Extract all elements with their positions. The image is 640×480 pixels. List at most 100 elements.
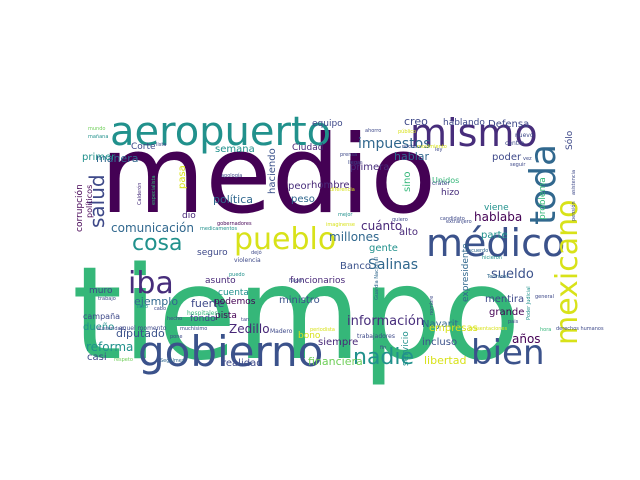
word-médico: médico	[426, 221, 565, 265]
word-política: política	[213, 193, 253, 206]
word-especialista: especialista	[151, 175, 157, 205]
word-acuerdo: acuerdo	[468, 248, 488, 254]
word-podemos: podemos	[214, 297, 256, 307]
word-millones: millones	[329, 230, 379, 244]
word-tan: tan	[241, 317, 249, 323]
word-peso: peso	[291, 194, 315, 205]
word-pais: pais	[508, 319, 519, 325]
word-salinas: Salinas	[368, 257, 418, 273]
word-bien: bien	[471, 333, 545, 373]
word-mundo: mundo	[88, 126, 105, 132]
word-peor: peor	[288, 181, 312, 192]
word-lista: lista	[156, 142, 166, 148]
word-diputado: diputado	[116, 327, 165, 340]
word-corte: Corte	[131, 142, 156, 152]
word-grande: grande	[489, 307, 524, 318]
word-equipo: equipo	[312, 119, 343, 129]
word-hablaba: hablaba	[474, 210, 522, 224]
word-reforma: reforma	[86, 340, 133, 354]
word-cuánto: cuánto	[361, 219, 402, 233]
word-haciendo: haciendo	[267, 148, 278, 194]
word-tiempo: tiempo	[72, 240, 521, 389]
word-gobierno: gobierno	[138, 327, 323, 376]
word-gobernadores: gobernadores	[217, 221, 252, 227]
word-noche: noche	[402, 144, 417, 150]
word-periodista: periodista	[310, 327, 335, 333]
word-movimiento: movimiento	[417, 144, 447, 150]
word-hacen: hacen	[289, 278, 304, 284]
word-mexicano: mexicano	[550, 200, 585, 346]
word-funcionarios: funcionarios	[290, 276, 345, 286]
word-impuestos: impuestos	[358, 136, 431, 152]
word-hora: hora	[540, 327, 551, 333]
word-problema: problema	[538, 177, 548, 220]
word-centro: centro	[505, 140, 524, 147]
word-candidato: candidato	[440, 216, 465, 222]
word-público: público	[398, 128, 416, 135]
word-medio: medio	[100, 113, 436, 238]
word-calderón: Calderón	[136, 183, 143, 205]
word-manera: manera	[96, 152, 138, 165]
word-ministro: ministro	[279, 295, 320, 306]
word-diferencia: diferencia	[330, 187, 355, 193]
word-toda: toda	[523, 144, 564, 225]
word-empresas: empresas	[429, 323, 478, 334]
word-hombre: hombre	[311, 180, 350, 191]
word-nadie: nadie	[353, 345, 414, 370]
word-vez: vez	[523, 156, 532, 162]
word-salud: salud	[85, 174, 109, 228]
word-bono: bono	[298, 331, 321, 341]
word-apología: apología	[221, 172, 242, 179]
word-guardia-nacional: Guardia Nacional	[374, 257, 380, 300]
word-ciudad: Ciudad	[292, 143, 323, 153]
word-dejó: dejó	[251, 249, 262, 256]
word-políticos: políticos	[85, 185, 94, 218]
word-fin: fin	[380, 345, 386, 351]
word-asunto: asunto	[205, 276, 236, 286]
word-iba: iba	[128, 266, 174, 301]
word-siempre: siempre	[318, 337, 358, 348]
word-semana: semana	[215, 144, 255, 155]
word-derechos-humanos: derechos humanos	[556, 326, 604, 332]
word-terminal: Terminal	[486, 274, 508, 280]
word-respeto: respeto	[114, 357, 133, 363]
word-expresidente: expresidente	[461, 243, 471, 302]
word-extranjero: extranjero	[446, 219, 472, 225]
word-cosa: cosa	[132, 231, 183, 256]
word-sólo: Sólo	[564, 130, 575, 150]
word-imaginense: imaginense	[326, 222, 355, 228]
word-pasa: pasa	[177, 165, 188, 189]
word-incluso: incluso	[422, 337, 457, 348]
word-segalmex: Segalmex	[160, 358, 185, 364]
word-primera: primera	[350, 162, 389, 173]
word-dueño: dueño	[83, 322, 114, 333]
word-corrupción: corrupción	[74, 184, 85, 232]
word-trabajo: trabajo	[98, 296, 116, 302]
word-ley: ley	[435, 147, 442, 153]
word-parte: parte	[481, 230, 508, 241]
word-viene: viene	[484, 203, 509, 213]
word-comunicación: comunicación	[111, 221, 194, 235]
word-pone: pone	[170, 334, 182, 340]
word-banco: Banco	[340, 261, 371, 272]
word-pista: pista	[215, 311, 237, 321]
word-campaña: campaña	[83, 312, 120, 321]
word-fuerte: fuerte	[191, 297, 224, 310]
word-prensa: prensa	[340, 152, 357, 158]
word-seguir: seguir	[510, 162, 526, 168]
word-nayarit: Nayarit	[422, 319, 459, 330]
word-primer: primer	[82, 152, 116, 163]
word-años: años	[512, 332, 541, 346]
word-dio: dio	[182, 211, 196, 221]
word-casi: casi	[87, 352, 107, 363]
word-libertad: libertad	[424, 354, 466, 367]
word-servicio: servicio	[401, 331, 411, 366]
word-presentaciones: presentaciones	[469, 326, 508, 332]
word-pensión: pensión	[570, 201, 577, 221]
word-violencia: violencia	[234, 257, 261, 264]
word-libro: libro	[137, 304, 148, 310]
word-seguro: seguro	[197, 248, 228, 258]
word-cuenta: cuenta	[218, 288, 249, 298]
